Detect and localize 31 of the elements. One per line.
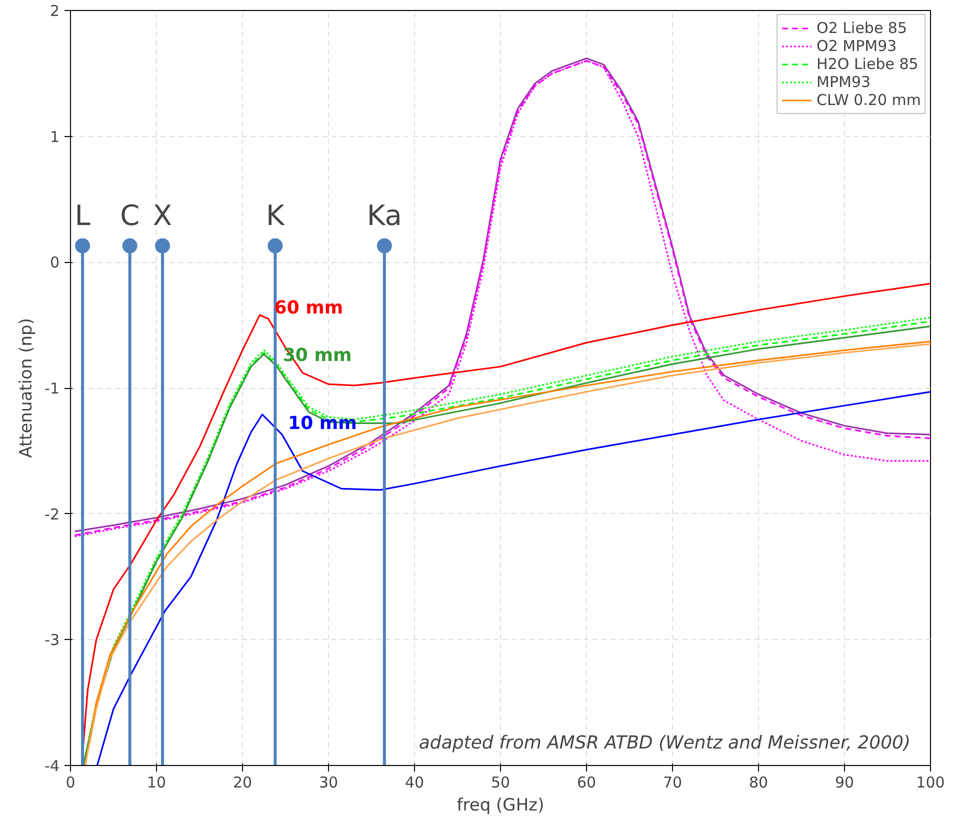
x-tick-label: 20 <box>232 774 252 792</box>
x-tick-label: 60 <box>576 774 596 792</box>
y-tick-label: -4 <box>44 757 60 775</box>
x-axis-title: freq (GHz) <box>456 796 544 816</box>
x-tick-label: 10 <box>146 774 166 792</box>
y-tick-label: -3 <box>44 631 60 650</box>
data-label: K <box>266 198 285 232</box>
x-tick-label: 80 <box>748 774 768 792</box>
y-tick-label: -1 <box>44 380 60 398</box>
y-axis-title: Attenuation (np) <box>16 318 37 458</box>
x-tick-label: 30 <box>318 774 338 792</box>
legend-label: MPM93 <box>816 73 871 91</box>
legend-label: O2 MPM93 <box>816 37 897 55</box>
y-tick-label: 0 <box>50 254 60 272</box>
y-tick-label: 2 <box>50 2 60 20</box>
x-tick-label: 100 <box>916 774 945 792</box>
data-label: C <box>120 198 140 232</box>
data-label: Ka <box>366 198 402 232</box>
x-tick-label: 40 <box>404 774 424 792</box>
legend-label: H2O Liebe 85 <box>816 55 918 73</box>
y-tick-label: -2 <box>44 505 60 524</box>
annotation: adapted from AMSR ATBD (Wentz and Meissner, 2000) <box>418 732 910 754</box>
legend-label: CLW 0.20 mm <box>816 91 921 109</box>
legend-label: O2 Liebe 85 <box>816 19 908 37</box>
data-label: X <box>152 198 172 232</box>
y-tick-label: 1 <box>50 128 60 146</box>
x-tick-label: 70 <box>662 774 682 792</box>
x-tick-label: 0 <box>66 774 76 792</box>
x-tick-label: 90 <box>834 774 854 792</box>
x-tick-label: 50 <box>490 774 510 792</box>
data-label: L <box>74 198 91 232</box>
